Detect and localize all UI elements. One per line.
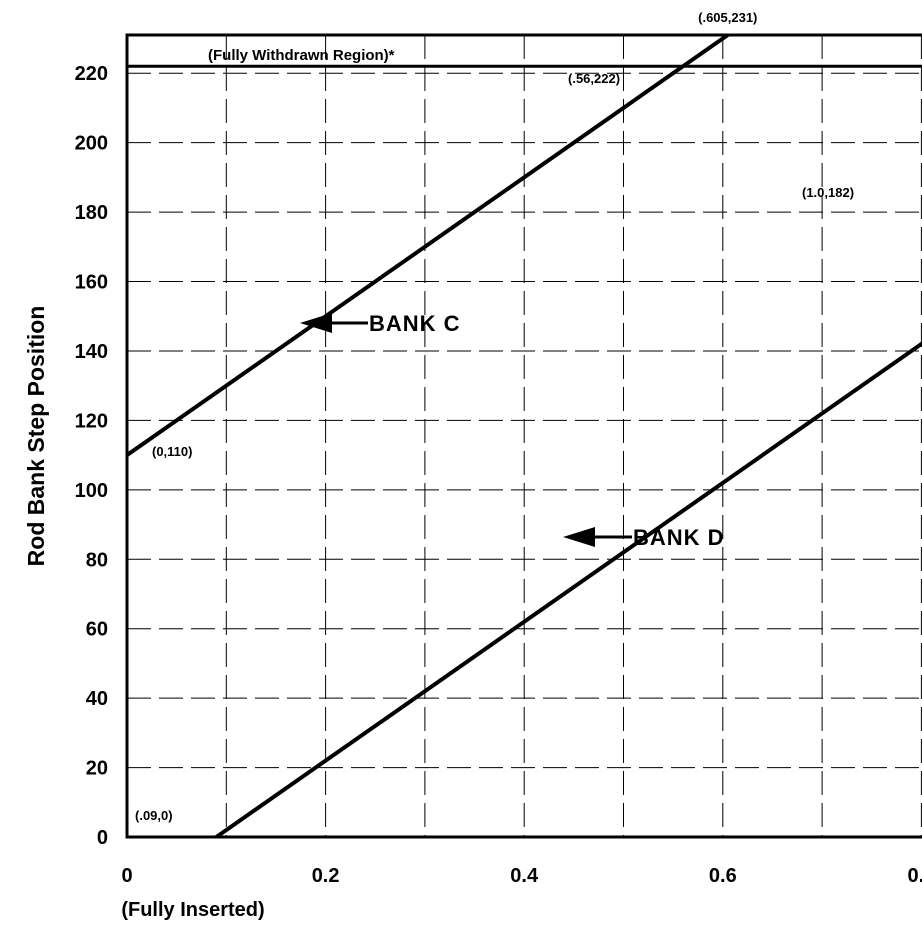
x-tick-labels: 00.20.40.60.81 — [121, 865, 922, 887]
bank-d-annotation: BANK D — [563, 525, 725, 550]
y-tick-label: 180 — [75, 202, 108, 224]
x-axis-label: (Fully Inserted) — [121, 899, 264, 921]
point-label-bank-d-start: (.09,0) — [135, 808, 173, 823]
y-tick-label: 40 — [86, 688, 108, 710]
y-tick-label: 100 — [75, 480, 108, 502]
bank-d-arrow-head — [563, 527, 595, 547]
y-tick-label: 80 — [86, 549, 108, 571]
bank-c-arrow-head — [300, 313, 332, 333]
y-tick-label: 0 — [97, 827, 108, 849]
y-tick-label: 220 — [75, 63, 108, 85]
fully-withdrawn-region-label: (Fully Withdrawn Region)* — [208, 47, 395, 64]
series-lines — [125, 33, 922, 839]
y-tick-labels: 0 20 40 60 80 100 120 140 160 180 200 220 — [75, 63, 108, 849]
point-label-bank-d-top: (1.0,182) — [802, 185, 854, 200]
y-tick-label: 140 — [75, 341, 108, 363]
series-line-bank-d — [215, 341, 922, 839]
series-line-bank-c — [125, 33, 729, 457]
x-tick-label: 0.2 — [312, 865, 340, 887]
y-axis-label: Rod Bank Step Position — [23, 306, 49, 567]
x-tick-label: 0 — [121, 865, 132, 887]
bank-c-label: BANK C — [369, 311, 461, 336]
point-label-bank-c-top: (.605,231) — [698, 10, 757, 25]
bank-c-annotation: BANK C — [300, 311, 461, 336]
y-tick-label: 60 — [86, 619, 108, 641]
y-tick-label: 160 — [75, 272, 108, 294]
x-tick-label: 0.6 — [709, 865, 737, 887]
gridlines — [127, 35, 922, 837]
x-tick-label: 0.4 — [510, 865, 539, 887]
point-label-bank-c-start: (0,110) — [152, 444, 192, 459]
point-label-bank-c-withdrawn: (.56,222) — [568, 71, 620, 86]
x-tick-label: 0.8 — [907, 865, 922, 887]
y-tick-label: 200 — [75, 133, 108, 155]
y-tick-label: 20 — [86, 758, 108, 780]
y-tick-label: 120 — [75, 410, 108, 432]
plot-frame — [125, 33, 922, 839]
bank-d-label: BANK D — [633, 525, 725, 550]
